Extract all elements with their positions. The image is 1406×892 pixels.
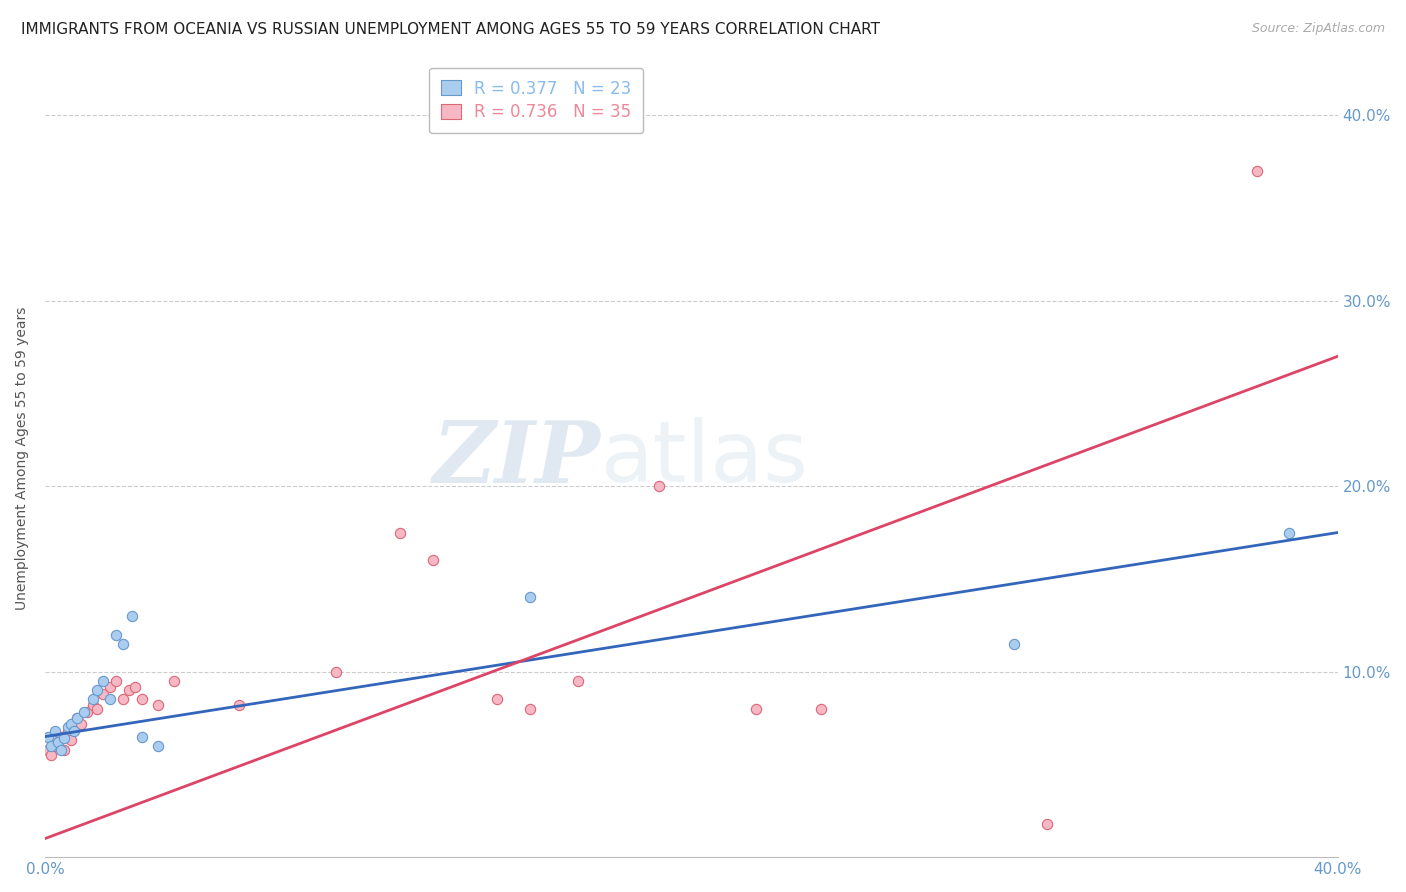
Point — [82, 692, 104, 706]
Point — [76, 706, 98, 720]
Point — [69, 716, 91, 731]
Point — [519, 702, 541, 716]
Point — [486, 692, 509, 706]
Point — [44, 724, 66, 739]
Point — [1004, 637, 1026, 651]
Text: atlas: atlas — [600, 417, 808, 500]
Point — [49, 730, 72, 744]
Point — [66, 711, 89, 725]
Point — [66, 711, 89, 725]
Point — [53, 731, 76, 746]
Point — [228, 698, 250, 712]
Point — [46, 735, 69, 749]
Y-axis label: Unemployment Among Ages 55 to 59 years: Unemployment Among Ages 55 to 59 years — [15, 307, 30, 610]
Point — [1246, 164, 1268, 178]
Point — [567, 673, 589, 688]
Point — [56, 720, 79, 734]
Point — [146, 698, 169, 712]
Point — [124, 680, 146, 694]
Point — [53, 742, 76, 756]
Point — [59, 733, 82, 747]
Point — [59, 716, 82, 731]
Point — [49, 742, 72, 756]
Point — [131, 692, 153, 706]
Point — [1036, 816, 1059, 830]
Point — [44, 739, 66, 753]
Point — [389, 525, 412, 540]
Legend: R = 0.377   N = 23, R = 0.736   N = 35: R = 0.377 N = 23, R = 0.736 N = 35 — [429, 68, 643, 133]
Point — [37, 730, 59, 744]
Point — [41, 739, 63, 753]
Point — [422, 553, 444, 567]
Point — [121, 609, 143, 624]
Point — [46, 735, 69, 749]
Point — [118, 683, 141, 698]
Point — [63, 720, 86, 734]
Point — [111, 692, 134, 706]
Text: ZIP: ZIP — [433, 417, 600, 500]
Point — [810, 702, 832, 716]
Point — [648, 479, 671, 493]
Point — [519, 591, 541, 605]
Point — [131, 730, 153, 744]
Point — [86, 702, 108, 716]
Point — [111, 637, 134, 651]
Point — [37, 742, 59, 756]
Point — [63, 724, 86, 739]
Text: Source: ZipAtlas.com: Source: ZipAtlas.com — [1251, 22, 1385, 36]
Point — [98, 680, 121, 694]
Point — [91, 673, 114, 688]
Point — [163, 673, 186, 688]
Point — [1278, 525, 1301, 540]
Point — [105, 627, 128, 641]
Point — [56, 724, 79, 739]
Point — [745, 702, 768, 716]
Point — [325, 665, 347, 679]
Text: IMMIGRANTS FROM OCEANIA VS RUSSIAN UNEMPLOYMENT AMONG AGES 55 TO 59 YEARS CORREL: IMMIGRANTS FROM OCEANIA VS RUSSIAN UNEMP… — [21, 22, 880, 37]
Point — [105, 673, 128, 688]
Point — [86, 683, 108, 698]
Point — [98, 692, 121, 706]
Point — [73, 706, 96, 720]
Point — [91, 687, 114, 701]
Point — [146, 739, 169, 753]
Point — [82, 698, 104, 712]
Point — [41, 748, 63, 763]
